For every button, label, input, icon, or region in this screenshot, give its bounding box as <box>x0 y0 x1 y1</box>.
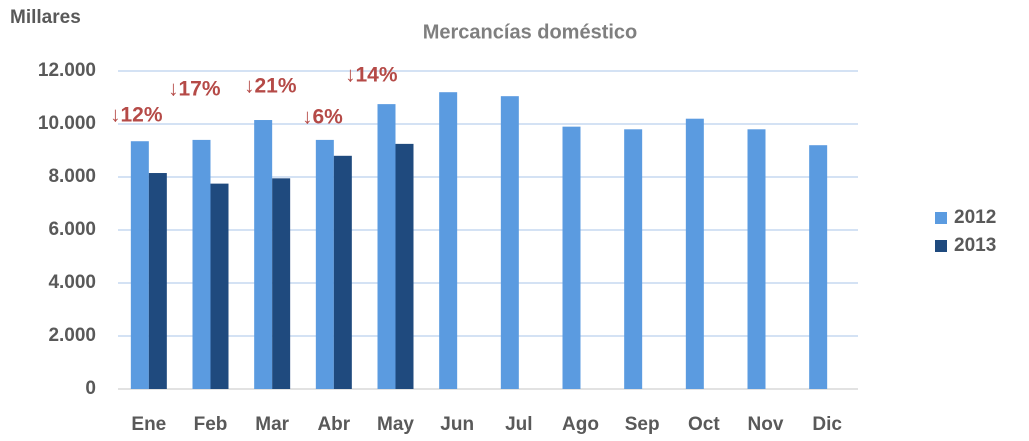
x-tick-label: Abr <box>317 414 350 435</box>
x-tick-label: Jul <box>505 414 532 435</box>
x-tick-label: Oct <box>688 414 720 435</box>
y-tick-label: 8.000 <box>48 166 96 187</box>
x-tick-label: Mar <box>255 414 289 435</box>
y-axis-label: Millares <box>10 7 81 28</box>
bar <box>809 145 828 389</box>
bar <box>130 141 149 389</box>
annotation: ↓17% <box>168 78 221 101</box>
bar <box>395 143 414 389</box>
annotation: ↓14% <box>345 64 398 87</box>
bar <box>148 173 167 389</box>
bar <box>254 120 273 390</box>
y-tick-label: 10.000 <box>38 113 96 134</box>
x-tick-label: Feb <box>194 414 228 435</box>
bar <box>377 104 396 389</box>
x-tick-label: Ene <box>131 414 166 435</box>
annotation: ↓12% <box>110 104 163 127</box>
annotation: ↓21% <box>244 75 297 98</box>
legend-label: 2012 <box>954 207 996 228</box>
bar <box>562 126 581 390</box>
bar <box>192 139 211 389</box>
bar <box>685 118 704 389</box>
bar <box>272 178 291 389</box>
bar <box>500 96 519 390</box>
x-tick-label: Jun <box>440 414 474 435</box>
annotation: ↓6% <box>302 106 343 129</box>
y-tick-label: 0 <box>85 378 96 399</box>
bar <box>747 129 766 390</box>
y-tick-label: 4.000 <box>48 272 96 293</box>
bar <box>439 92 458 389</box>
y-tick-label: 6.000 <box>48 219 96 240</box>
x-tick-label: Ago <box>562 414 599 435</box>
legend-swatch <box>935 212 947 224</box>
legend-swatch <box>935 240 947 252</box>
chart-title: Mercancías doméstico <box>423 21 638 43</box>
y-tick-label: 12.000 <box>38 60 96 81</box>
bar <box>315 139 334 389</box>
x-tick-label: May <box>377 414 414 435</box>
legend-label: 2013 <box>954 235 996 256</box>
bar <box>624 129 643 390</box>
bar <box>333 155 352 389</box>
y-tick-label: 2.000 <box>48 325 96 346</box>
x-tick-label: Dic <box>812 414 842 435</box>
x-tick-label: Nov <box>748 414 784 435</box>
x-tick-label: Sep <box>625 414 660 435</box>
bar <box>210 183 229 389</box>
